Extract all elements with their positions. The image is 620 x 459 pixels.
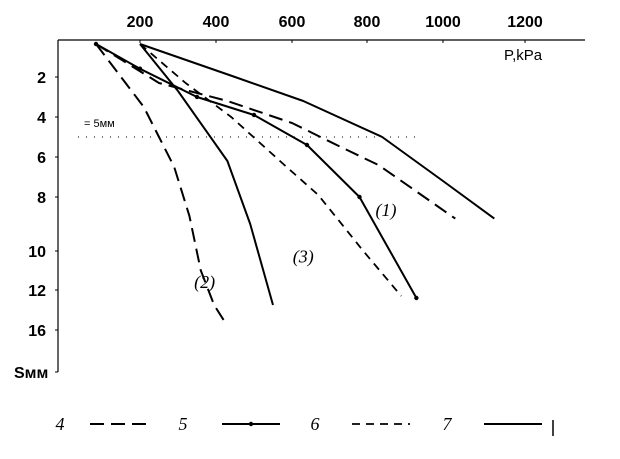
series-line-5	[95, 43, 456, 220]
series-line-6	[139, 43, 495, 220]
y-tick-label: 6	[37, 150, 46, 167]
series-marker	[357, 194, 362, 200]
legend-number: 5	[179, 414, 188, 434]
series-marker	[194, 94, 200, 100]
legend-number: 6	[311, 414, 320, 434]
axes-frame	[57, 39, 585, 372]
x-tick-label: 200	[127, 14, 154, 31]
series-marker	[414, 295, 419, 301]
y-tick-label: 10	[28, 244, 46, 261]
curve-labels: (1) (2) (3)	[194, 200, 396, 293]
series-line-1	[95, 43, 225, 321]
x-tick-label: 800	[354, 14, 381, 31]
legend: 4 5 6 7	[56, 414, 554, 436]
series-line-4	[139, 43, 402, 297]
x-tick-labels: 200 400 600 800 1000 1200	[127, 14, 543, 43]
annotation-note: = 5мм	[84, 118, 115, 130]
x-axis-label: P,kPa	[504, 47, 543, 64]
legend-number: 7	[443, 414, 453, 434]
y-tick-label: 12	[28, 283, 46, 300]
y-tick-labels: 2 4 6 8 10 12 16	[28, 70, 58, 373]
y-axis-label: Sмм	[14, 365, 48, 382]
legend-number: 4	[56, 414, 65, 434]
legend-marker	[248, 421, 254, 427]
series-marker	[251, 112, 257, 118]
curve-label: (2)	[194, 272, 215, 293]
curve-label: (3)	[293, 247, 314, 268]
x-tick-label: 1000	[425, 14, 461, 31]
x-tick-label: 400	[203, 14, 230, 31]
series-lines	[93, 41, 495, 321]
series-line-3	[95, 43, 418, 299]
x-tick-label: 600	[279, 14, 306, 31]
series-marker	[304, 142, 310, 148]
curve-label: (1)	[376, 200, 397, 221]
y-tick-label: 2	[37, 70, 46, 87]
x-tick-label: 1200	[507, 14, 543, 31]
y-tick-label: 16	[28, 323, 46, 340]
y-tick-label: 4	[37, 110, 46, 127]
y-tick-label: 8	[37, 190, 46, 207]
series-line-2	[139, 43, 274, 306]
